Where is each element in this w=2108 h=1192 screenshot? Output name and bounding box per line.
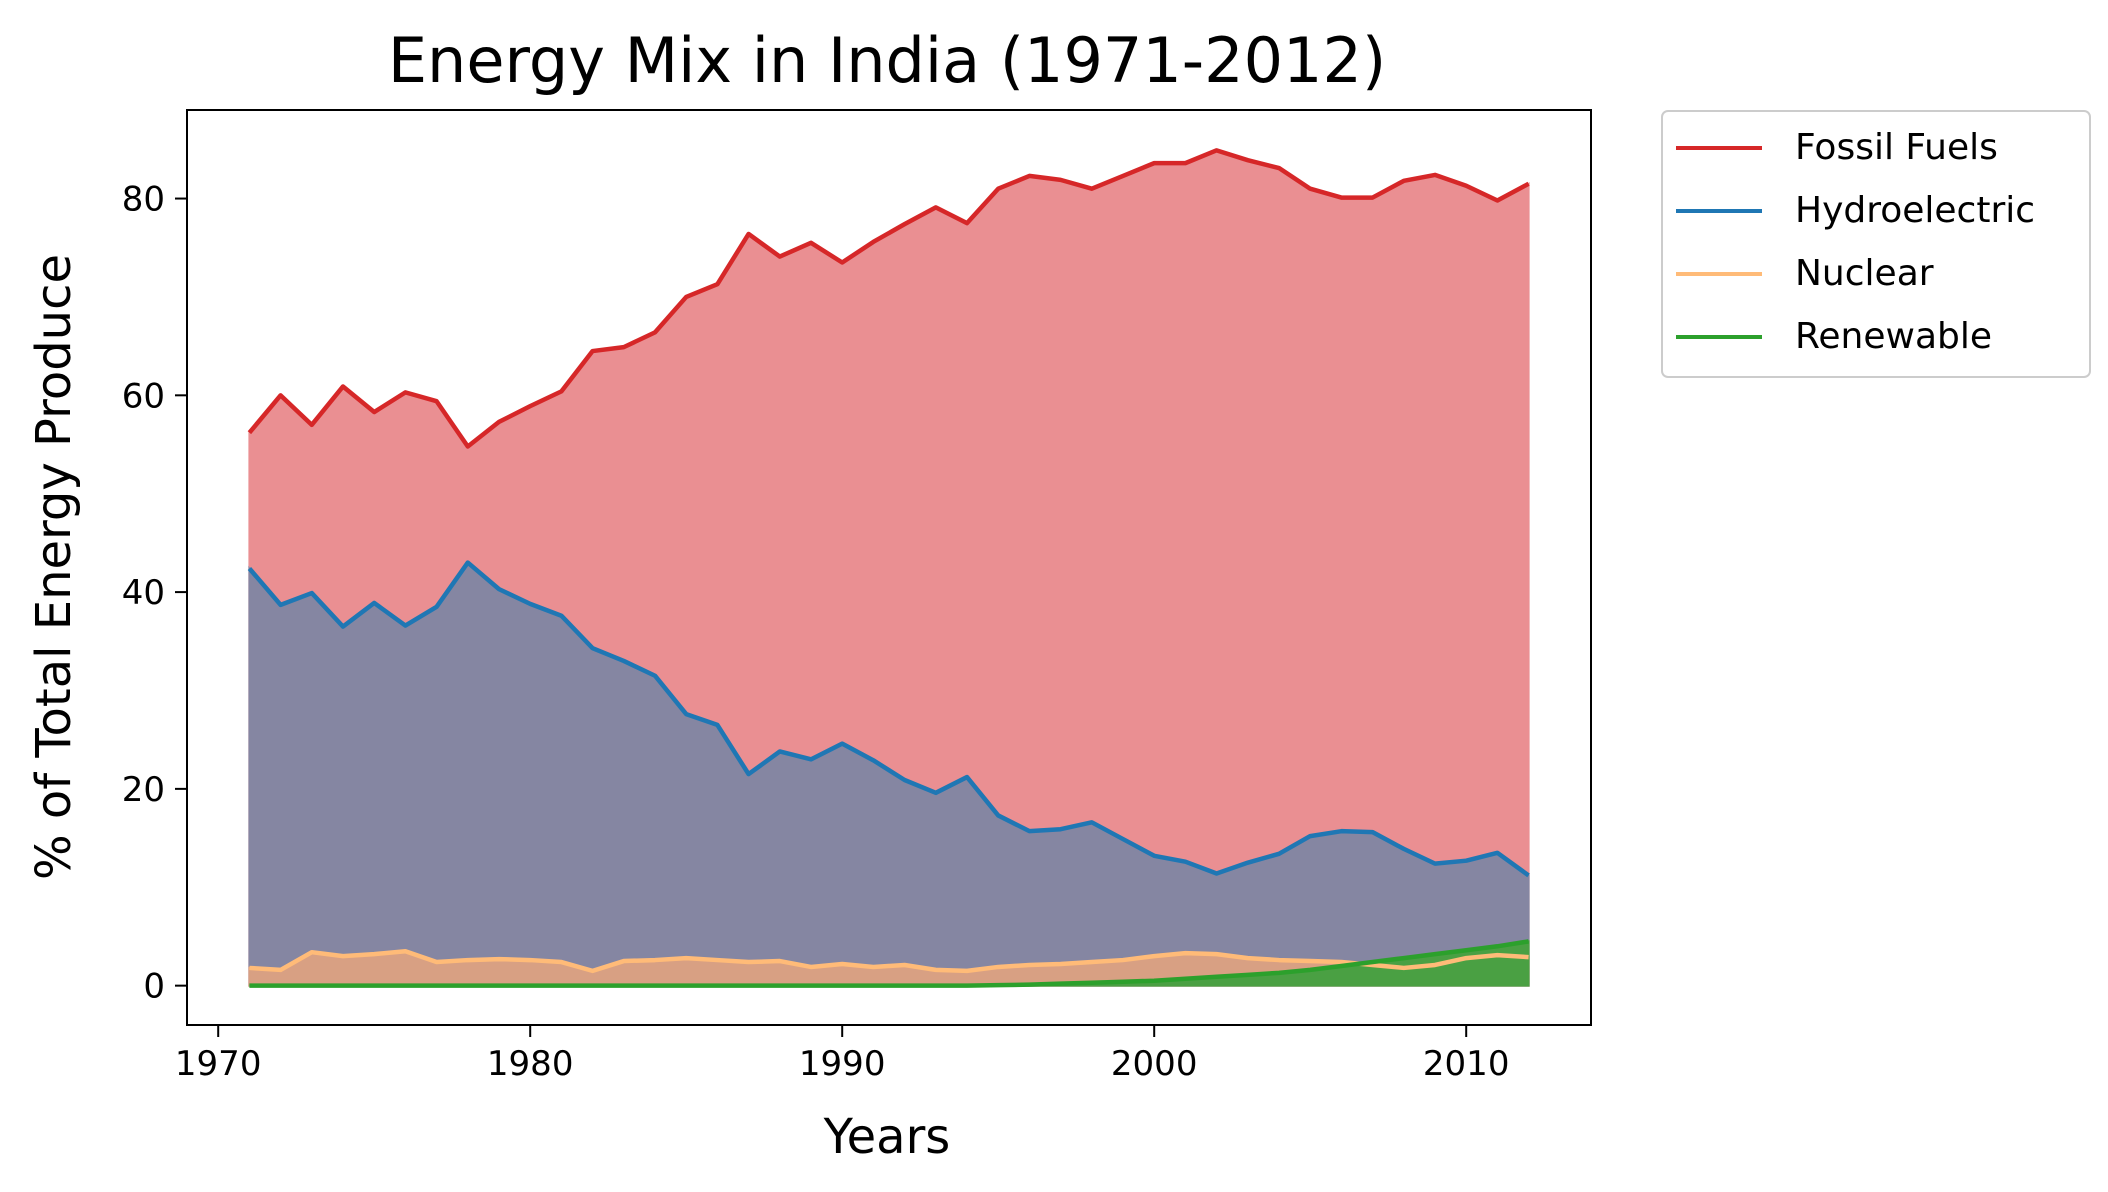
legend-label: Nuclear xyxy=(1795,253,1934,294)
legend-entry: Nuclear xyxy=(1676,253,1934,294)
y-axis: 0 20 40 60 80 xyxy=(122,180,187,1007)
x-tick-label: 2000 xyxy=(1111,1044,1198,1084)
legend-label: Fossil Fuels xyxy=(1795,127,1998,168)
x-axis: 1970 1980 1990 2000 2010 xyxy=(175,1025,1510,1084)
series-line-nuclear xyxy=(249,948,1529,974)
plot-lines xyxy=(247,148,1530,988)
series-line-renewable xyxy=(249,939,1529,988)
legend-box xyxy=(1661,110,2091,378)
y-tick-label: 60 xyxy=(122,376,165,416)
series-line-hydroelectric xyxy=(247,560,1530,878)
chart-title: Energy Mix in India (1971-2012) xyxy=(388,24,1386,97)
plot-frame xyxy=(186,109,1592,1026)
legend-entry: Renewable xyxy=(1676,316,1992,357)
x-tick-label: 1970 xyxy=(175,1044,262,1084)
y-axis-label: % of Total Energy Produce xyxy=(26,254,82,880)
legend-entry: Fossil Fuels xyxy=(1676,127,1998,168)
x-tick-label: 1980 xyxy=(487,1044,574,1084)
y-tick-label: 80 xyxy=(122,180,165,220)
legend-label: Hydroelectric xyxy=(1795,190,2035,231)
plot-areas xyxy=(248,149,1530,987)
series-line-fossil-fuels xyxy=(247,148,1530,449)
y-tick-label: 0 xyxy=(143,967,165,1007)
legend-label: Renewable xyxy=(1795,316,1992,357)
legend: Fossil Fuels Hydroelectric Nuclear Renew… xyxy=(1661,110,2091,378)
x-tick-label: 2010 xyxy=(1423,1044,1510,1084)
y-tick-label: 20 xyxy=(122,770,165,810)
y-tick-label: 40 xyxy=(122,573,165,613)
x-axis-label: Years xyxy=(823,1109,951,1165)
x-tick-label: 1990 xyxy=(799,1044,886,1084)
legend-entry: Hydroelectric xyxy=(1676,190,2035,231)
